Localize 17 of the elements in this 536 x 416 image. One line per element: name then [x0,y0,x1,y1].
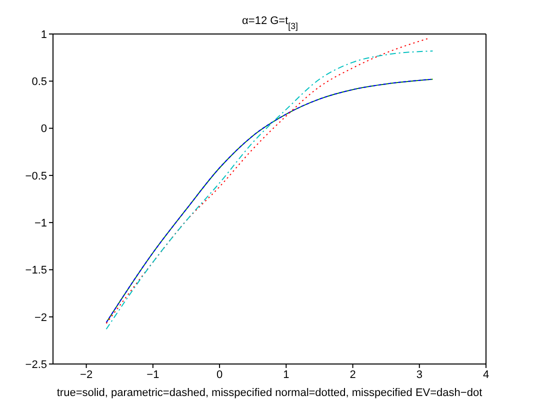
y-tick-label: −0.5 [25,170,47,182]
y-tick-label: −1 [34,217,47,230]
x-tick-label: −2 [80,368,93,381]
x-axis-title: true=solid, parametric=dashed, misspecified normal=dotted, misspecified EV=dash−dot [56,387,482,399]
x-tick-label: −1 [146,368,160,381]
x-tick-label: 4 [482,368,490,381]
x-tick-label: 1 [283,368,290,381]
y-tick-label: 0.5 [32,76,47,88]
x-tick-label: 3 [416,368,422,381]
y-tick-label: −1.5 [25,264,47,277]
y-tick-label: 0 [40,123,47,136]
y-tick-label: 1 [40,28,47,41]
y-tick-label: −2.5 [25,358,47,371]
y-tick-label: −2 [34,312,47,324]
x-tick-label: 2 [350,368,356,381]
chart-title: α=12 G=t$_{[3]}$ [242,15,298,31]
x-tick-label: 0 [216,368,223,381]
